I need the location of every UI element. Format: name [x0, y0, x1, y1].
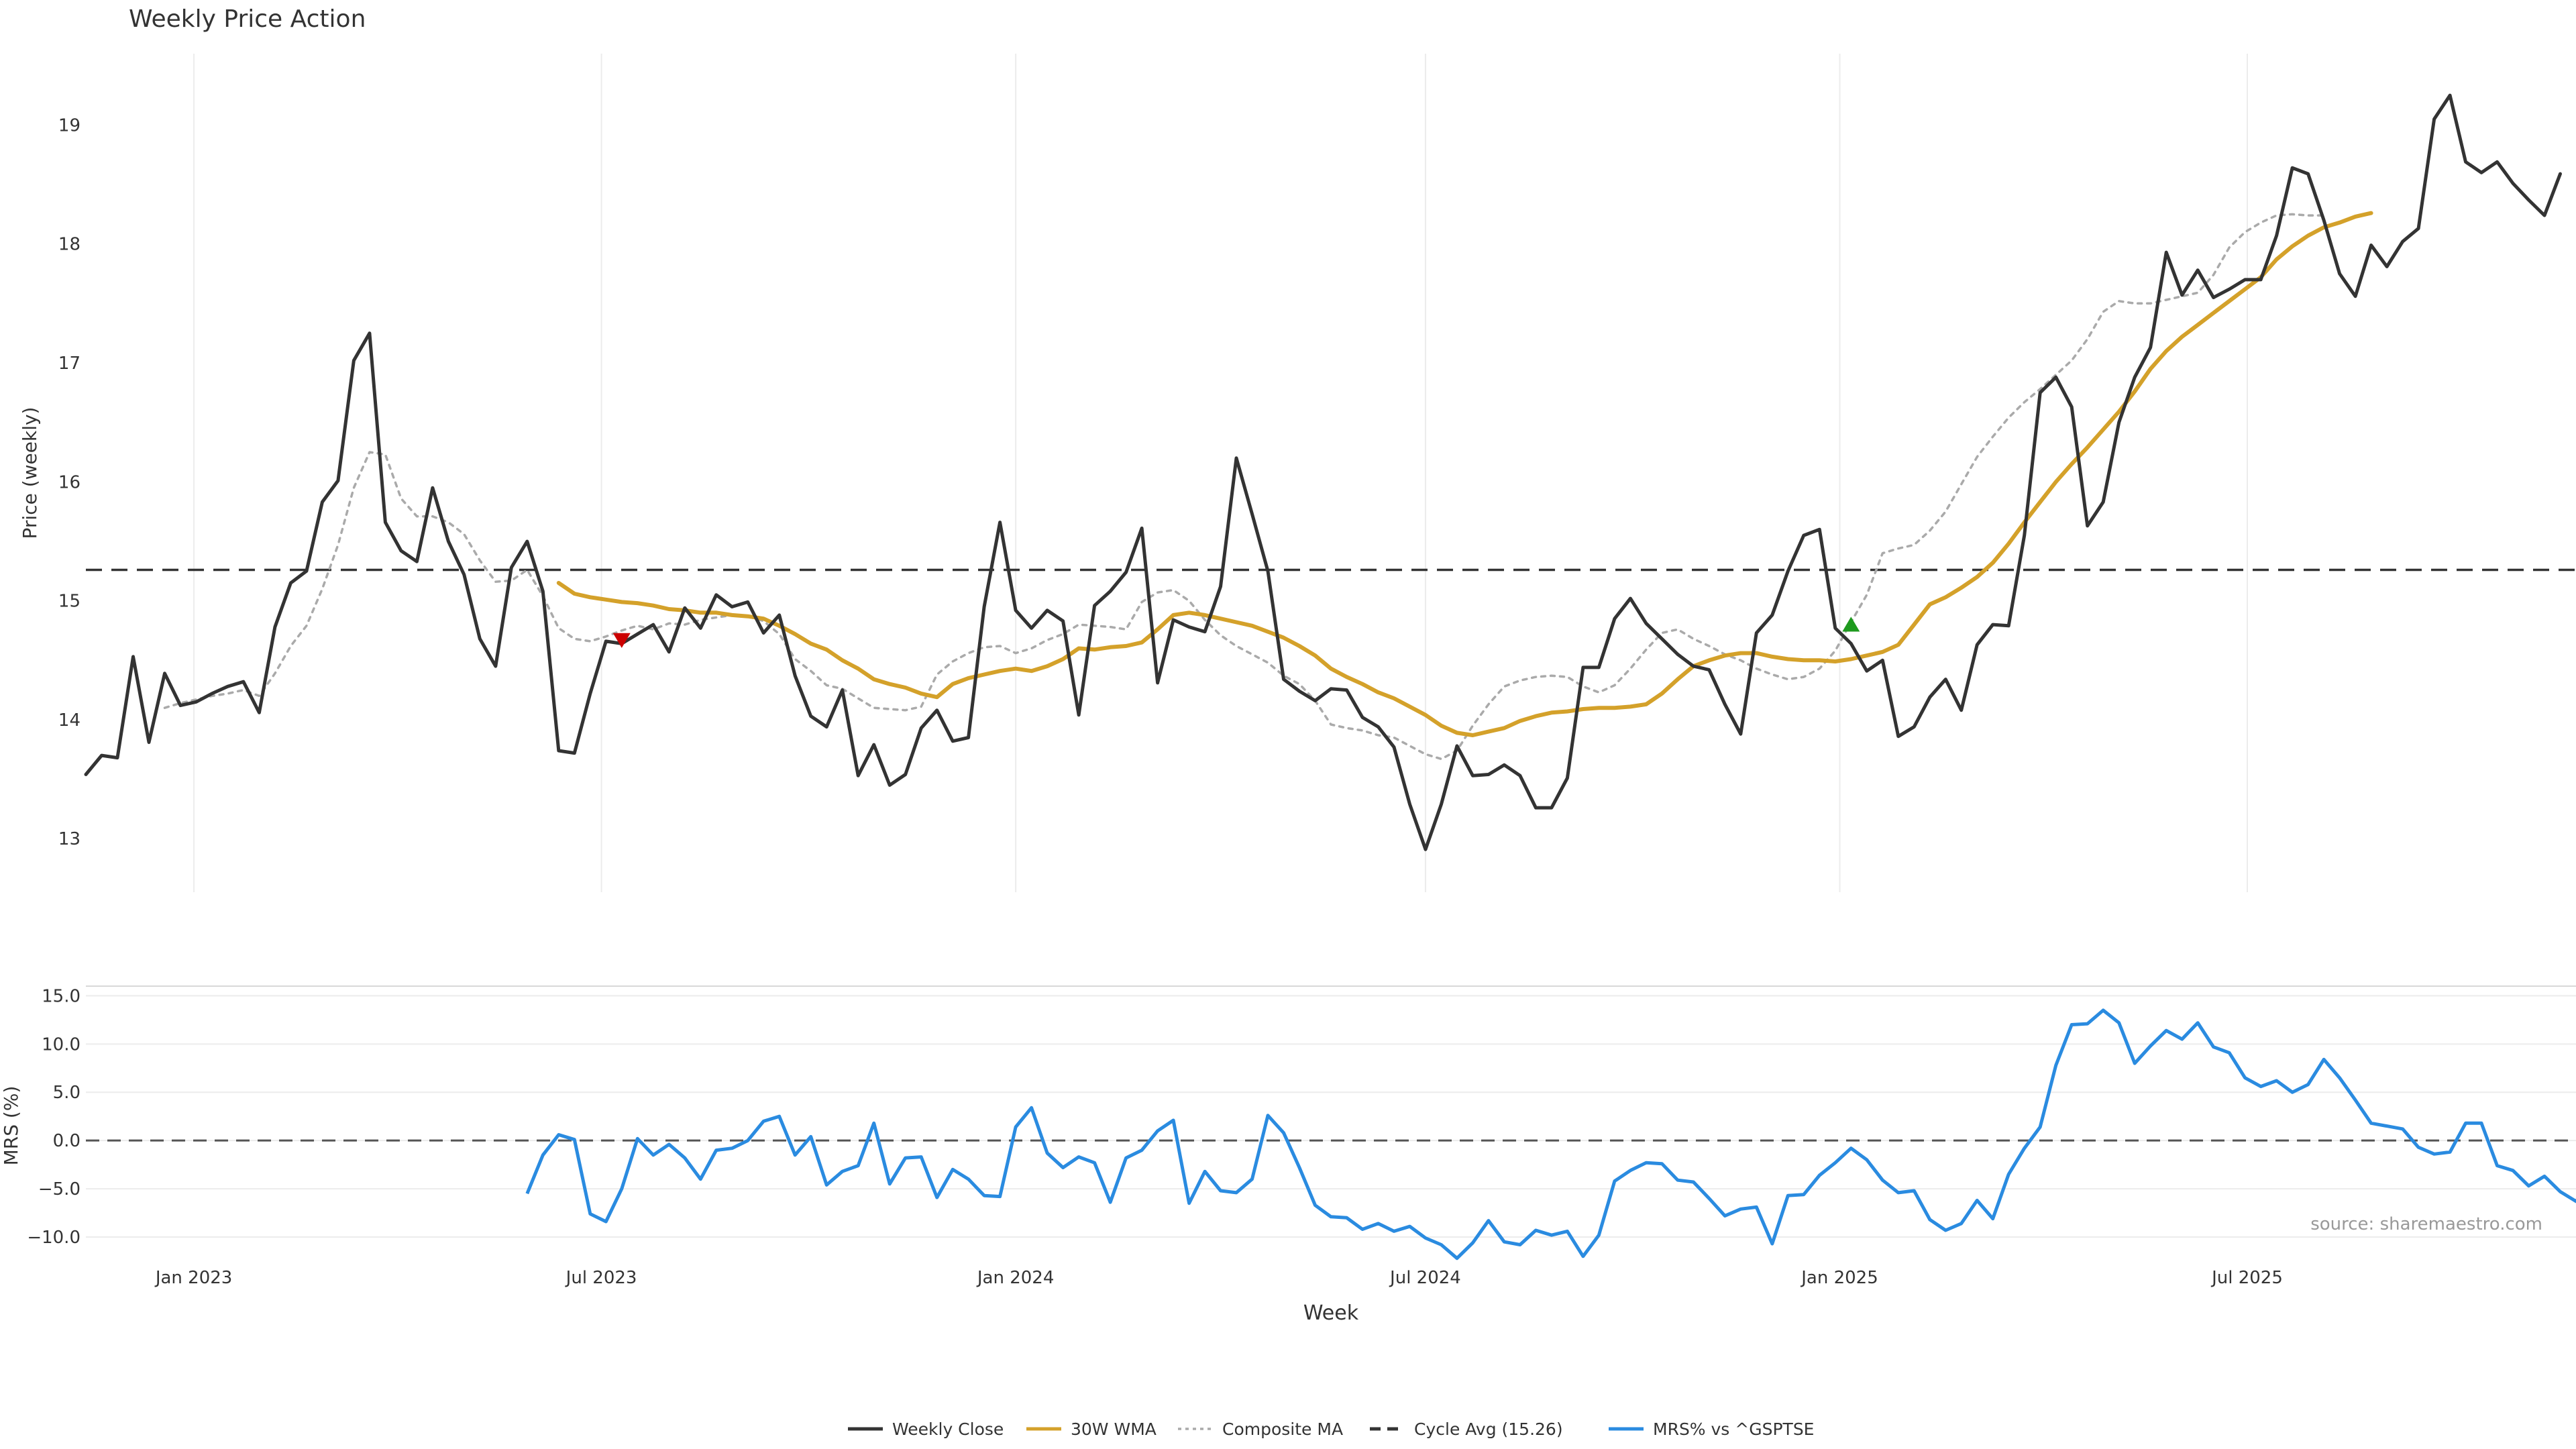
- weekly-close-line: [84, 93, 2562, 851]
- price-y-tick-label: 13: [58, 829, 80, 849]
- buy-signal-marker: [1842, 616, 1860, 632]
- x-tick-label: Jan 2024: [976, 1268, 1055, 1288]
- mrs-horizontal-grid: 15.0 10.0 5.0 0.0 −5.0 −10.0: [27, 986, 2576, 1248]
- mrs-y-tick-label: −10.0: [27, 1228, 80, 1248]
- mrs-y-tick-label: 10.0: [42, 1034, 80, 1055]
- legend-label: MRS% vs ^GSPTSE: [1653, 1419, 1814, 1439]
- wma-30w-line: [556, 211, 2373, 737]
- x-tick-label: Jul 2023: [565, 1268, 637, 1288]
- legend-item: Composite MA: [1178, 1419, 1343, 1439]
- x-tick-label: Jan 2025: [1800, 1268, 1878, 1288]
- chart-title: Weekly Price Action: [129, 5, 366, 33]
- mrs-y-tick-label: 0.0: [53, 1131, 80, 1151]
- legend-label: 30W WMA: [1071, 1419, 1157, 1439]
- legend-item: Cycle Avg (15.26): [1370, 1419, 1563, 1439]
- legend-item: 30W WMA: [1026, 1419, 1157, 1439]
- price-y-tick-label: 17: [58, 354, 80, 374]
- mrs-series-group: [525, 1008, 2576, 1260]
- price-vertical-grid: [193, 54, 2248, 892]
- price-y-tick-label: 19: [58, 115, 80, 136]
- composite-ma-line: [163, 213, 2325, 761]
- chart-legend: Weekly Close 30W WMA Composite MA Cycle Avg…: [848, 1419, 1814, 1439]
- legend-label: Cycle Avg (15.26): [1414, 1419, 1563, 1439]
- price-y-ticks: 13 14 15 16 17 18 19: [58, 115, 80, 849]
- mrs-line: [525, 1008, 2576, 1260]
- legend-item: MRS% vs ^GSPTSE: [1609, 1419, 1814, 1439]
- mrs-panel: MRS (%) 15.0 10.0 5.0 0.0 −5.0 −10.0 source: …: [0, 985, 2576, 1260]
- price-panel: Weekly Price Action Price (weekly) 13141…: [19, 5, 2576, 892]
- sell-signal-marker: [612, 633, 631, 648]
- x-tick-label: Jan 2023: [154, 1268, 233, 1288]
- x-axis-label: Week: [1303, 1301, 1359, 1325]
- legend-label: Composite MA: [1222, 1419, 1343, 1439]
- price-y-tick-label: 15: [58, 592, 80, 612]
- price-series-group: [84, 93, 2576, 851]
- price-y-tick-label: 14: [58, 710, 80, 731]
- price-y-axis-label: Price (weekly): [19, 407, 41, 539]
- source-watermark: source: sharemaestro.com: [2310, 1214, 2542, 1234]
- mrs-y-tick-label: −5.0: [38, 1179, 80, 1199]
- x-tick-label: Jul 2025: [2210, 1268, 2283, 1288]
- signal-markers: [612, 616, 1860, 648]
- mrs-y-axis-label: MRS (%): [0, 1086, 22, 1166]
- mrs-y-tick-label: 5.0: [53, 1083, 80, 1103]
- legend-label: Weekly Close: [892, 1419, 1004, 1439]
- price-y-tick-label: 16: [58, 472, 80, 492]
- legend-item: Weekly Close: [848, 1419, 1004, 1439]
- x-axis: Jan 2023 Jul 2023 Jan 2024 Jul 2024 Jan 2025…: [154, 1268, 2283, 1288]
- mrs-y-tick-label: 15.0: [42, 986, 80, 1006]
- price-y-tick-label: 18: [58, 235, 80, 255]
- x-tick-label: Jul 2024: [1389, 1268, 1461, 1288]
